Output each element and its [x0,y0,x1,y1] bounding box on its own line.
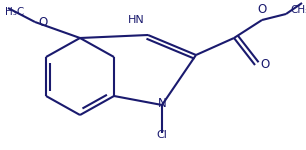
Text: O: O [38,15,47,28]
Text: CH₂CH₃: CH₂CH₃ [290,5,306,15]
Text: O: O [260,58,269,72]
Text: O: O [257,3,267,16]
Text: N: N [158,97,166,110]
Text: Cl: Cl [157,130,167,140]
Text: H₃C: H₃C [5,7,24,17]
Text: HN: HN [128,15,145,25]
